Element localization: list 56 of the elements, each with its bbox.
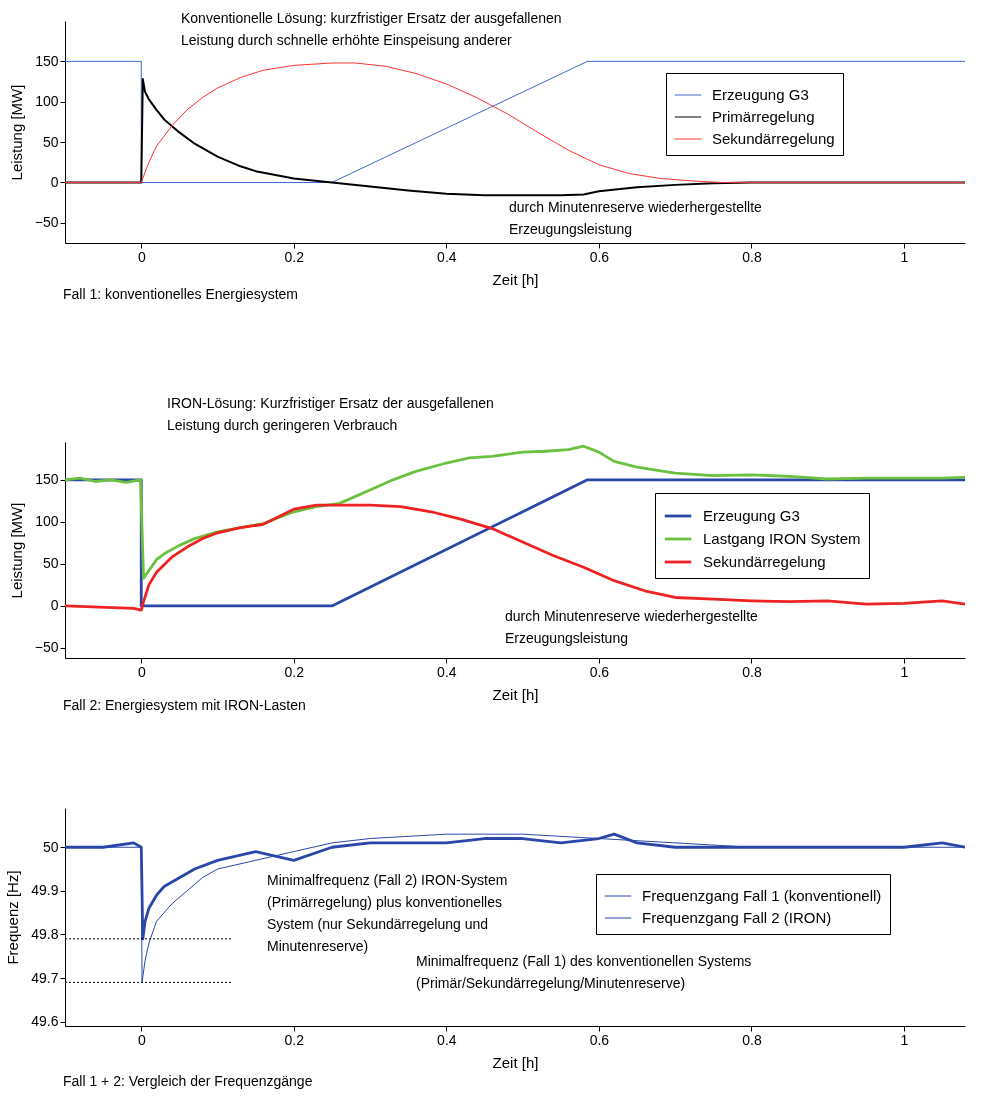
x-tick-label: 0.4: [437, 663, 457, 680]
x-tick-label: 0.2: [284, 1031, 305, 1048]
x-tick-label: 0: [137, 663, 146, 680]
legend-label: Erzeugung G3: [703, 507, 800, 524]
x-tick-label: 0.4: [437, 248, 457, 265]
legend-label: Primärregelung: [712, 108, 815, 125]
text: IRON-Lösung: Kurzfristiger Ersatz der ausgefallenen Leistung durch geringeren Verbrauch: [167, 395, 494, 433]
legend-label: Sekundärregelung: [703, 553, 826, 570]
x-tick-label: 0.8: [742, 248, 762, 265]
y-tick-label: −50: [34, 214, 59, 231]
x-tick-label: 0.6: [589, 663, 610, 680]
x-tick-label: 1: [900, 1031, 909, 1048]
y-tick-label: 0: [50, 173, 59, 190]
legend-label: Frequenzgang Fall 2 (IRON): [642, 909, 832, 926]
y-tick-label: 50: [42, 555, 59, 572]
x-axis-title: Zeit [h]: [492, 1053, 539, 1071]
text: Fall 2: Energiesystem mit IRON-Lasten: [63, 697, 306, 713]
x-tick-label: 0.8: [742, 1031, 762, 1048]
x-tick-label: 0.6: [589, 1031, 610, 1048]
x-axis-title: Zeit [h]: [492, 685, 539, 703]
x-tick-label: 0: [137, 248, 146, 265]
x-tick-label: 1: [900, 248, 909, 265]
y-tick-label: 49.7: [31, 969, 59, 986]
y-axis-title: Leistung [MW]: [7, 84, 25, 181]
y-tick-label: 100: [35, 513, 59, 530]
y-tick-label: 150: [35, 52, 59, 69]
x-tick-label: 1: [900, 663, 909, 680]
y-tick-label: −50: [34, 639, 59, 656]
annotation: durch Minutenreserve wiederhergestellte Erzeugungsleistung: [505, 608, 759, 646]
text: Fall 1: konventionelles Energiesystem: [63, 286, 299, 302]
y-tick-label: 49.8: [31, 925, 59, 942]
y-tick-label: 49.6: [31, 1013, 59, 1030]
y-tick-label: 50: [42, 838, 59, 855]
annotation: Minimalfrequenz (Fall 1) des konventionellen Systems (Primär/Sekundärregelung/Minutenreserve): [416, 953, 752, 991]
y-tick-label: 100: [35, 93, 59, 110]
legend-label: Sekundärregelung: [712, 130, 835, 147]
y-axis-title: Leistung [MW]: [7, 502, 25, 599]
annotation: Konventionelle Lösung: kurzfristiger Ersatz der ausgefallenen Leistung durch schnelle erhöhte Einspeisung anderer: [181, 10, 562, 48]
legend-label: Erzeugung G3: [712, 86, 809, 103]
x-tick-label: 0.6: [589, 248, 610, 265]
y-tick-label: 150: [35, 471, 59, 488]
x-tick-label: 0.8: [742, 663, 762, 680]
x-tick-label: 0.4: [437, 1031, 457, 1048]
x-tick-label: 0.2: [284, 663, 305, 680]
y-tick-label: 49.9: [31, 882, 59, 899]
annotation: durch Minutenreserve wiederhergestellte Erzeugungsleistung: [509, 199, 763, 237]
legend-label: Frequenzgang Fall 1 (konventionell): [642, 887, 882, 904]
x-tick-label: 0: [137, 1031, 146, 1048]
y-tick-label: 0: [50, 597, 59, 614]
y-tick-label: 50: [42, 133, 59, 150]
y-axis-title: Frequenz [Hz]: [4, 870, 22, 965]
annotation: Minimalfrequenz (Fall 2) IRON-System (Primärregelung) plus konventionelles System (nur Sekundärregelung und Minutenreserve): [267, 872, 508, 954]
legend-label: Lastgang IRON System: [703, 530, 861, 547]
text: Fall 1 + 2: Vergleich der Frequenzgänge: [63, 1073, 313, 1089]
x-tick-label: 0.2: [284, 248, 305, 265]
x-axis-title: Zeit [h]: [492, 270, 539, 288]
